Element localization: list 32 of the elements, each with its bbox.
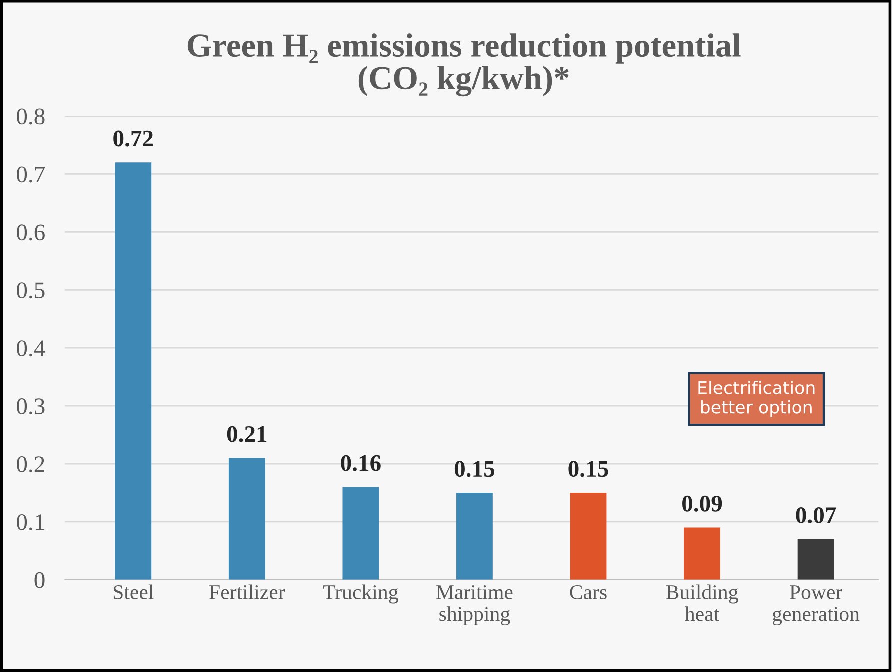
bar <box>228 458 266 580</box>
y-tick-label: 0.1 <box>17 514 44 531</box>
chart-title: Green H₂ emissions reduction potential (CO₂ kg/kwh)* <box>188 34 741 97</box>
data-label: 0.72 <box>114 130 154 147</box>
y-tick-label: 0.5 <box>17 282 45 299</box>
y-tick-label: 0.6 <box>17 224 45 241</box>
y-tick-label: 0.8 <box>17 108 45 125</box>
annotation: Electrification better option <box>698 380 815 418</box>
bar <box>115 162 152 580</box>
x-tick-label: Building heat <box>666 584 738 622</box>
x-tick-label: Maritime shipping <box>436 585 513 626</box>
x-tick-label: Steel <box>114 584 154 600</box>
data-label: 0.16 <box>341 455 381 472</box>
y-tick-label: 0.3 <box>17 398 45 415</box>
bar <box>684 528 720 580</box>
bar <box>570 492 607 580</box>
data-label: 0.09 <box>682 496 722 512</box>
y-tick-label: 0.2 <box>17 456 44 473</box>
bar <box>798 539 834 580</box>
data-label: 0.15 <box>454 461 495 478</box>
data-label: 0.07 <box>796 508 836 524</box>
x-tick-label: Fertilizer <box>210 584 286 600</box>
y-tick-label: 0.4 <box>17 340 46 357</box>
x-tick-label: Trucking <box>323 584 398 604</box>
data-label: 0.21 <box>227 426 267 442</box>
bar <box>456 492 493 580</box>
x-tick-label: Cars <box>570 585 607 600</box>
y-tick-label: 0.7 <box>17 166 45 183</box>
y-tick-label: 0 <box>34 572 45 588</box>
data-label: 0.15 <box>568 461 608 478</box>
bar <box>342 487 380 580</box>
x-tick-label: Power generation <box>772 586 860 626</box>
